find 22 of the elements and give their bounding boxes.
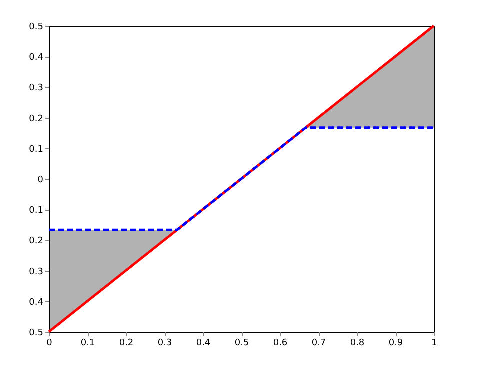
x-tick-label: 0.6 — [273, 338, 288, 348]
x-tick-label: 0.9 — [388, 338, 404, 348]
y-tick-label: 0.4 — [29, 53, 44, 64]
x-tick-label: 0.1 — [80, 338, 96, 348]
y-tick-label: 0 — [38, 176, 44, 186]
y-tick-label: 0.1 — [29, 144, 44, 155]
x-tick-label: 0.4 — [196, 338, 211, 348]
x-tick-label: 0.8 — [350, 338, 365, 348]
y-tick-label: 0.3 — [29, 84, 44, 94]
x-tick-label: 0.7 — [312, 338, 326, 348]
y-tick-label: 0.5 — [29, 328, 44, 338]
x-tick-label: 1 — [432, 338, 438, 348]
x-tick-label: 0.3 — [158, 338, 172, 348]
y-tick-label: 0.2 — [29, 236, 44, 247]
y-tick-label: 0.2 — [29, 114, 44, 124]
y-tick-label: 0.5 — [29, 22, 44, 32]
y-tick-label: 0.3 — [29, 267, 44, 278]
y-tick-label: 0.4 — [29, 298, 44, 308]
x-tick-label: 0.5 — [234, 338, 250, 348]
x-tick-label: 0.2 — [119, 338, 134, 348]
x-tick-label: 0 — [46, 338, 53, 348]
y-tick-label: 0.1 — [29, 206, 44, 216]
